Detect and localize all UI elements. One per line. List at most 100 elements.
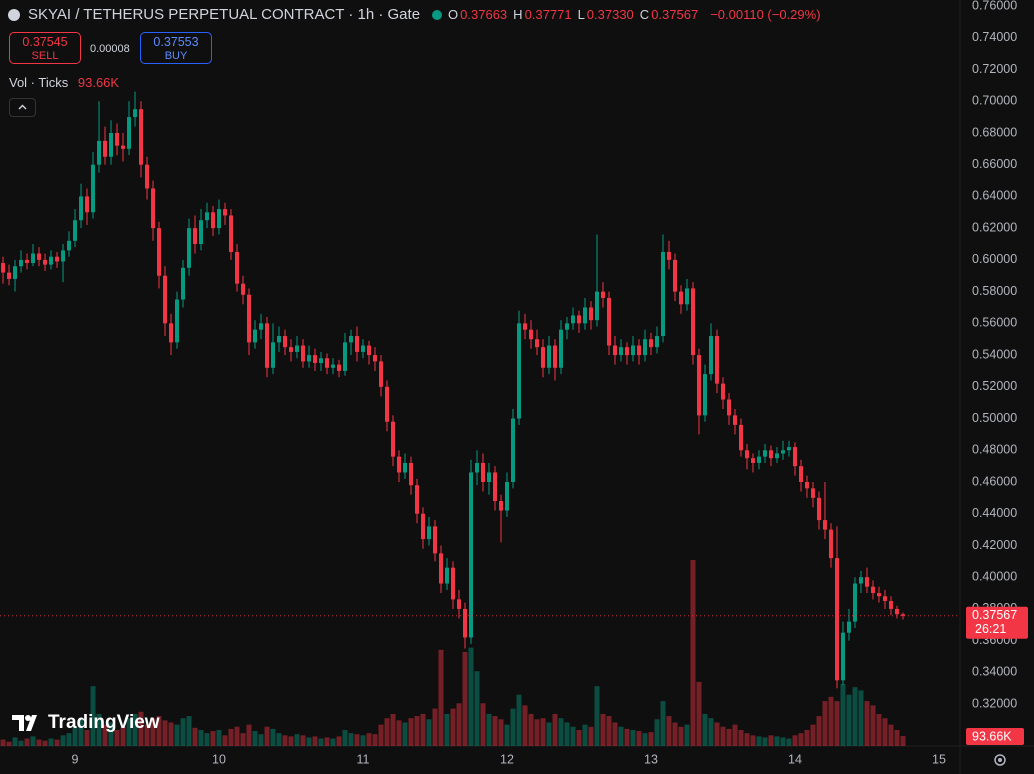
volume-bar xyxy=(780,737,786,746)
volume-bar xyxy=(708,718,714,746)
sell-button[interactable]: 0.37545 SELL xyxy=(9,32,81,64)
volume-bar xyxy=(282,735,288,746)
ohlc-label: C xyxy=(639,7,650,22)
candle-body xyxy=(361,345,366,352)
volume-bar xyxy=(276,733,282,746)
candle-body xyxy=(516,323,521,419)
candle-body xyxy=(313,355,318,364)
volume-bar xyxy=(216,729,222,746)
candle-body xyxy=(55,256,60,262)
volume-bar xyxy=(516,694,522,746)
volume-bar xyxy=(180,718,186,746)
y-tick-label: 0.42000 xyxy=(972,538,1017,552)
candle-body xyxy=(163,275,168,324)
volume-bar xyxy=(342,729,348,746)
volume-bar xyxy=(504,724,510,746)
candle-body xyxy=(319,358,324,364)
candle-body xyxy=(486,472,491,482)
volume-bar xyxy=(48,738,54,746)
volume-bar xyxy=(126,718,132,746)
candle-body xyxy=(19,259,24,267)
y-tick-label: 0.62000 xyxy=(972,220,1017,234)
candle-body xyxy=(235,251,240,284)
candle-body xyxy=(421,513,426,540)
volume-bar xyxy=(378,724,384,746)
volume-bar xyxy=(360,735,366,746)
settings-icon[interactable] xyxy=(990,750,1010,770)
candle-body xyxy=(373,355,378,362)
candle-body xyxy=(900,614,905,616)
y-tick-label: 0.52000 xyxy=(972,379,1017,393)
volume-bar xyxy=(156,716,162,746)
last-price-box xyxy=(966,606,1028,639)
candle-body xyxy=(145,164,150,189)
volume-bar xyxy=(390,713,396,746)
volume-bar xyxy=(186,716,192,746)
candle-body xyxy=(289,347,294,352)
volume-bar xyxy=(72,726,78,746)
y-tick-label: 0.34000 xyxy=(972,665,1017,679)
candle-body xyxy=(504,481,509,511)
volume-bar xyxy=(768,735,774,746)
ohlc-value: 0.37567 xyxy=(651,7,699,22)
volume-bar xyxy=(42,740,48,746)
candle-body xyxy=(750,458,755,463)
ohlc-label: O xyxy=(448,7,459,22)
candle-body xyxy=(648,339,653,348)
candle-body xyxy=(529,329,534,340)
change: −0.00110 (−0.29%) xyxy=(710,7,821,22)
candle-body xyxy=(139,109,144,165)
candle-body xyxy=(720,383,725,400)
candle-body xyxy=(804,481,809,489)
volume-bar xyxy=(30,736,36,746)
volume-bar xyxy=(234,726,240,746)
candle-body xyxy=(415,485,420,514)
candle-body xyxy=(852,583,857,622)
candle-body xyxy=(834,558,839,681)
candle-body xyxy=(25,259,30,264)
volume-bar xyxy=(900,735,906,746)
volume-bar xyxy=(882,718,888,746)
volume-bar xyxy=(366,733,372,746)
volume-bar xyxy=(642,733,648,746)
volume-bar xyxy=(426,719,432,746)
candle-body xyxy=(864,577,869,587)
candle-body xyxy=(498,501,503,511)
volume-bar xyxy=(630,729,636,746)
candle-body xyxy=(756,456,761,463)
sell-label: SELL xyxy=(31,50,59,62)
candle-body xyxy=(738,424,743,451)
candle-body xyxy=(307,355,312,362)
volume-bar xyxy=(270,728,276,746)
volume-bar xyxy=(330,738,336,746)
buy-price: 0.37553 xyxy=(153,35,199,49)
x-tick-label: 9 xyxy=(72,752,79,766)
volume-bar xyxy=(300,735,306,746)
volume-value-box xyxy=(966,728,1024,745)
candle-body xyxy=(157,228,162,276)
collapse-button[interactable] xyxy=(9,98,36,117)
y-tick-label: 0.56000 xyxy=(972,316,1017,330)
candle-body xyxy=(253,329,258,343)
ohlc-label: L xyxy=(577,7,585,22)
volume-bar xyxy=(240,733,246,746)
buy-button[interactable]: 0.37553 BUY xyxy=(140,32,212,64)
candle-body xyxy=(390,421,395,457)
candle-body xyxy=(469,472,474,638)
candle-body xyxy=(199,220,204,245)
candle-body xyxy=(31,253,36,264)
candle-body xyxy=(444,567,449,584)
candle-body xyxy=(175,299,180,343)
candle-body xyxy=(187,228,192,268)
buy-label: BUY xyxy=(164,50,188,62)
volume-bar xyxy=(486,713,492,746)
y-tick-label: 0.58000 xyxy=(972,284,1017,298)
chart-title: SKYAI / TETHERUS PERPETUAL CONTRACT · 1h… xyxy=(28,6,421,23)
volume-bar xyxy=(834,701,840,746)
y-tick-label: 0.74000 xyxy=(972,30,1017,44)
candle-body xyxy=(582,307,587,324)
volume-bar xyxy=(660,701,666,746)
volume-bar xyxy=(870,705,876,746)
candle-body xyxy=(325,358,330,368)
volume-bar xyxy=(678,726,684,746)
